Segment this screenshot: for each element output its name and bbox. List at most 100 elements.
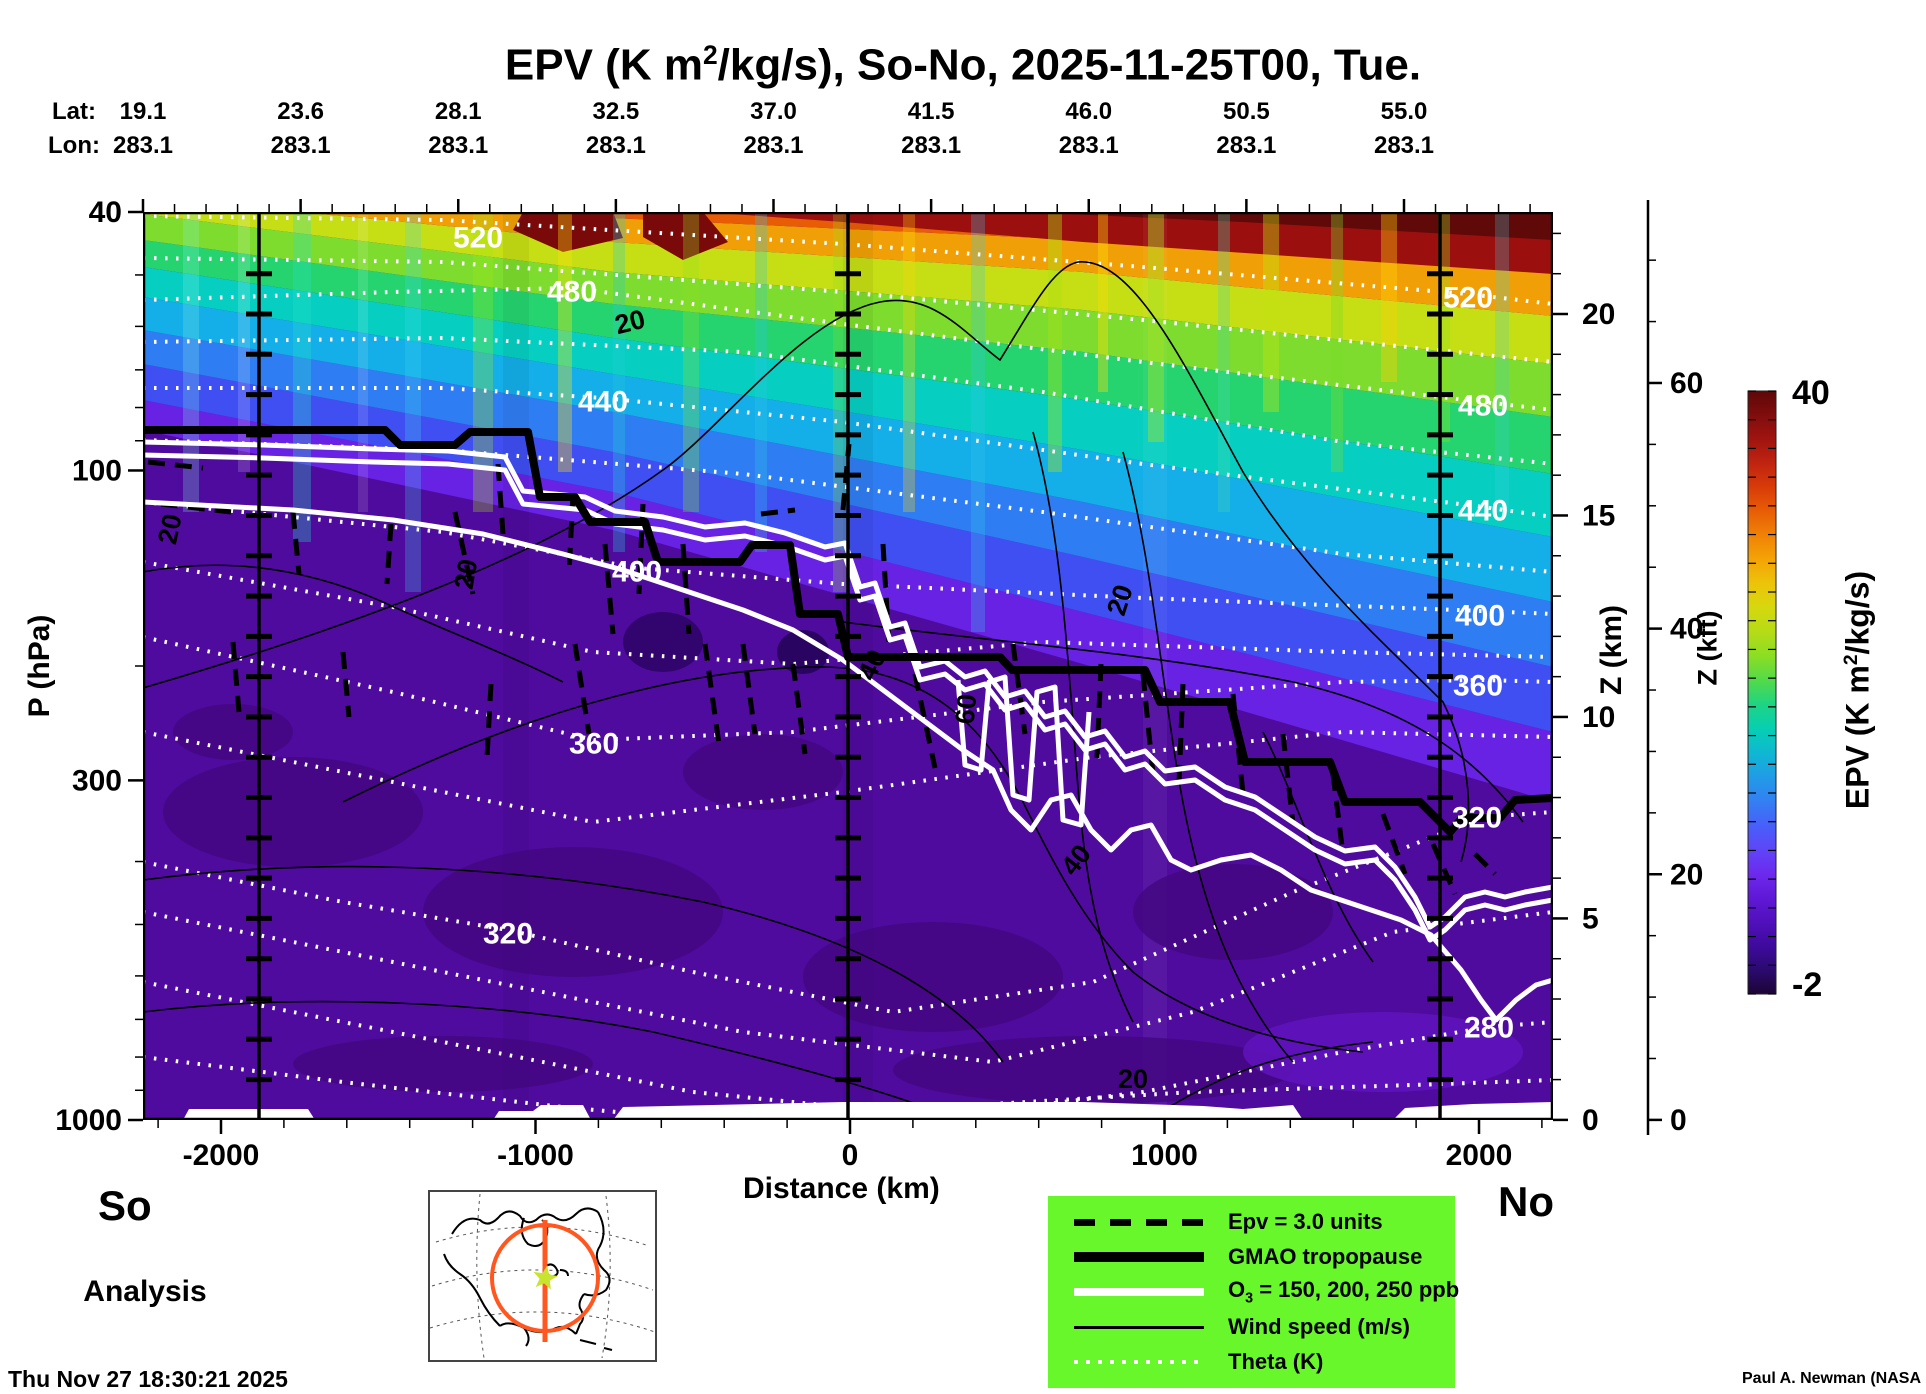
zkm-tick-label: 5 [1582,902,1599,935]
wind-speed-label: 20 [612,304,648,340]
zkft-tick-label: 0 [1670,1104,1687,1137]
wind-speed-label: 20 [449,557,484,592]
legend-item-wind: Wind speed (m/s) [1074,1314,1455,1340]
lat-value: 41.5 [907,98,955,125]
pressure-axis-title: P (hPa) [23,614,56,718]
plot-legend: Epv = 3.0 units GMAO tropopause O3 = 150… [1048,1196,1459,1388]
lon-value: 283.1 [901,132,962,159]
theta-label: 280 [1464,1012,1514,1045]
pressure-tick-label: 1000 [55,1104,122,1137]
zkm-tick-label: 20 [1582,298,1615,331]
theta-label: 400 [1455,600,1505,633]
dotted-line-swatch-icon [1074,1360,1204,1364]
legend-tropopause-label: GMAO tropopause [1228,1244,1423,1269]
pressure-tick-label: 300 [72,764,122,797]
theta-label: 520 [1443,282,1493,315]
lon-value: 283.1 [428,132,489,159]
theta-label: 400 [612,556,662,589]
theta-label: 360 [569,728,619,761]
dashed-line-swatch-icon [1074,1218,1204,1226]
lat-value: 32.5 [592,98,640,125]
theta-label: 320 [483,918,533,951]
thick-line-swatch-icon [1074,1252,1204,1262]
lat-value: 19.1 [119,98,167,125]
pressure-tick-label: 40 [89,196,122,229]
page-title: EPV (K m2/kg/s), So-No, 2025-11-25T00, T… [504,40,1422,90]
gmao-tropopause-line [143,426,1553,836]
legend-item-epv: Epv = 3.0 units [1074,1209,1455,1235]
distance-tick-label: -1000 [497,1139,574,1172]
legend-item-tropopause: GMAO tropopause [1074,1244,1455,1270]
wind-speed-label: 60 [950,693,983,726]
high-epv-dark-cells [513,212,1553,274]
lat-value: 55.0 [1380,98,1428,125]
lat-value: 23.6 [277,98,324,125]
lon-value: 283.1 [1058,132,1119,159]
theta-label: 440 [578,386,628,419]
theta-label: 480 [1458,390,1508,423]
north-endpoint-label: No [1498,1178,1554,1225]
theta-label: 360 [1453,670,1503,703]
zkft-tick-label: 20 [1670,858,1703,891]
plot-border [143,212,1553,1120]
legend-wind-label: Wind speed (m/s) [1228,1314,1410,1339]
distance-tick-label: 0 [842,1139,859,1172]
theta-label: 520 [453,222,503,255]
lon-row-label: Lon: [48,132,100,159]
epv-colorbar [1747,390,1777,995]
lat-value: 46.0 [1065,98,1113,125]
zkm-tick-label: 15 [1582,499,1615,532]
distance-tick-label: 2000 [1446,1139,1513,1172]
lon-value: 283.1 [743,132,804,159]
colorbar-axis-title: EPV (K m2/kg/s) [1839,570,1876,810]
zkm-tick-label: 10 [1582,701,1615,734]
lat-value: 37.0 [750,98,797,125]
timestamp-label: Thu Nov 27 18:30:21 2025 [8,1366,288,1392]
distance-tick-label: 1000 [1131,1139,1198,1172]
zkft-tick-label: 60 [1670,367,1703,400]
analysis-label: Analysis [83,1275,207,1308]
lat-row-label: Lat: [52,98,96,125]
legend-item-ozone: O3 = 150, 200, 250 ppb [1074,1277,1459,1307]
zkm-tick-label: 0 [1582,1104,1599,1137]
thin-line-swatch-icon [1074,1325,1204,1329]
colorbar-min-label: -2 [1792,966,1823,1004]
theta-label: 480 [547,276,597,309]
theta-label: 440 [1458,495,1508,528]
map-range-circle [490,1223,600,1333]
location-inset-map [428,1190,657,1362]
credit-label: Paul A. Newman (NASA [1742,1370,1921,1387]
legend-theta-label: Theta (K) [1228,1349,1324,1374]
map-location-star-icon [533,1265,558,1290]
lon-value: 283.1 [1373,132,1435,159]
legend-ozone-label: O3 = 150, 200, 250 ppb [1228,1277,1460,1307]
lon-value: 283.1 [112,132,174,159]
epv-heatmap-plot: 520 520 480 480 440 440 400 400 360 360 320 320 280 2… [143,212,1553,1120]
south-endpoint-label: So [98,1182,152,1229]
colorbar-max-label: 40 [1792,374,1830,412]
colorbar-gradient [1747,390,1777,995]
distance-axis-title: Distance (km) [743,1172,940,1205]
legend-item-theta: Theta (K) [1074,1349,1455,1375]
wind-speed-contour-lines [143,261,1524,1119]
wind-speed-label: 20 [1118,1064,1148,1094]
lat-value: 28.1 [434,98,482,125]
epv-field-canvas: 520 520 480 480 440 440 400 400 360 360 320 320 280 2… [143,212,1553,1120]
map-graticule-lines [429,1193,656,1359]
lon-value: 283.1 [585,132,646,159]
pressure-tick-label: 100 [72,454,122,487]
distance-tick-label: -2000 [183,1139,260,1172]
zkft-axis-title: Z (kft) [1692,610,1723,686]
reference-vertical-lines [246,212,1453,1120]
theta-label: 320 [1452,802,1502,835]
legend-epv-label: Epv = 3.0 units [1228,1209,1383,1234]
lat-value: 50.5 [1223,98,1270,125]
wind-speed-label: 20 [152,511,188,547]
lon-value: 283.1 [1216,132,1277,159]
white-line-swatch-icon [1074,1288,1204,1296]
zkm-axis-title: Z (km) [1595,605,1628,695]
surface-terrain-mask [183,1102,1553,1120]
lon-value: 283.1 [270,132,331,159]
contour-labels: 520 520 480 480 440 440 400 400 360 360 320 320 280 2… [152,222,1514,1095]
